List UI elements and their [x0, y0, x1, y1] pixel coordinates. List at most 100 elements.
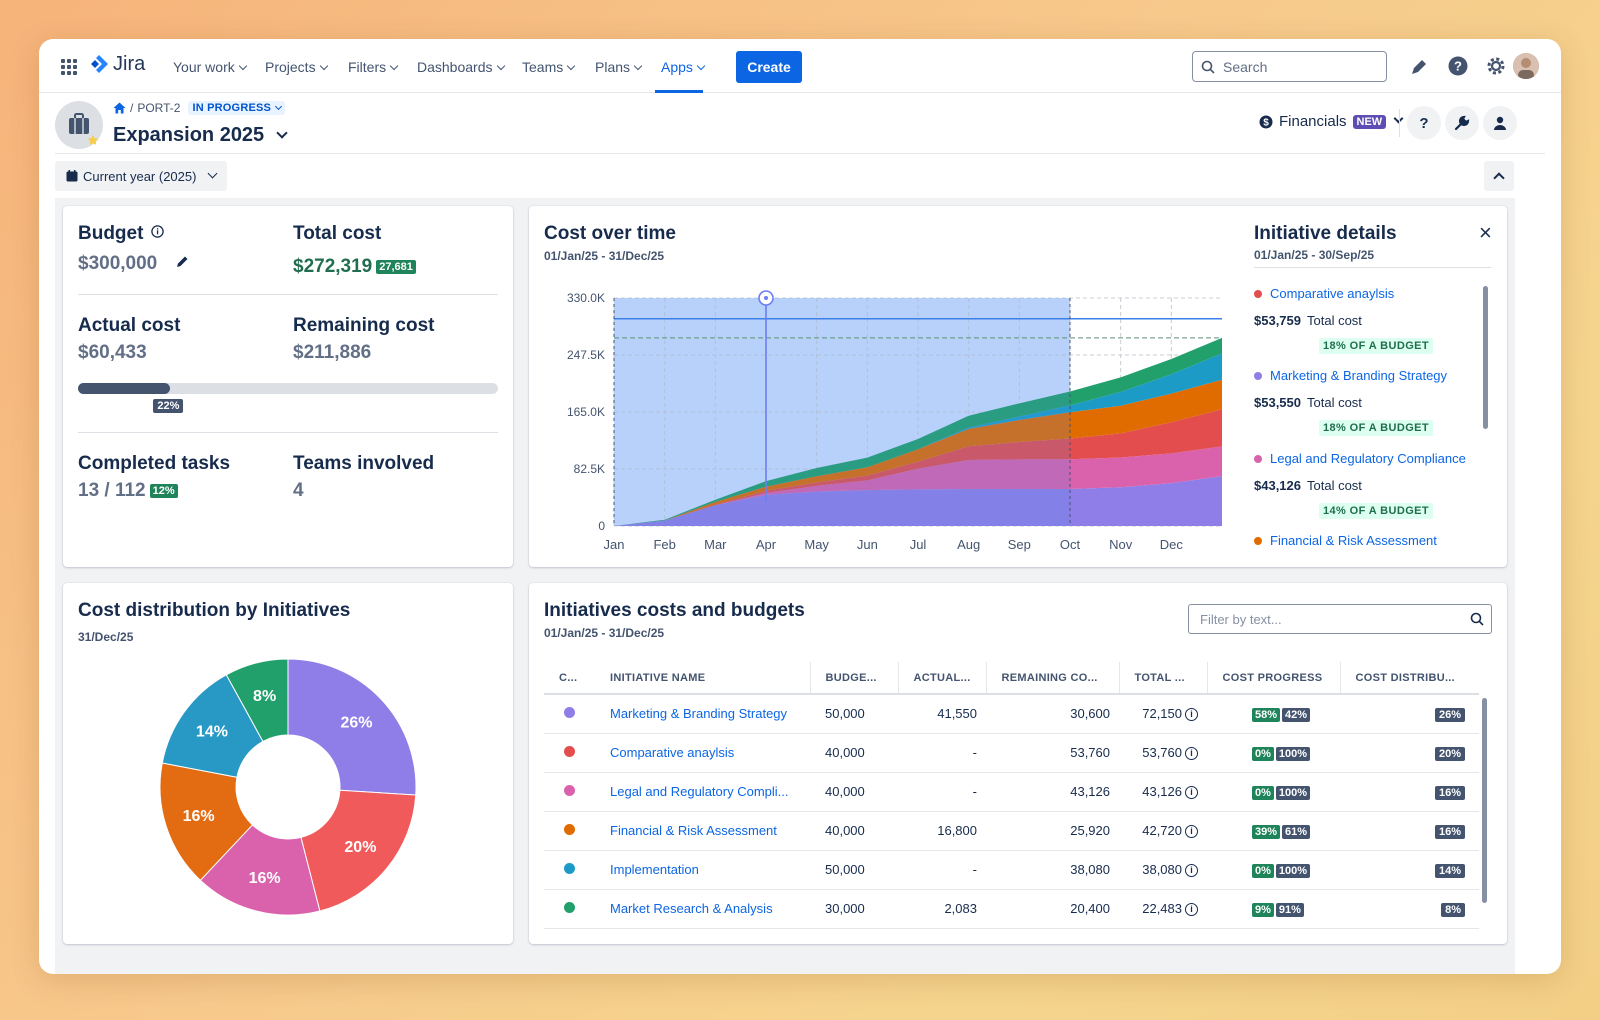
user-avatar[interactable] [1513, 53, 1539, 79]
total-value: 72,150 [1142, 706, 1182, 722]
project-key[interactable]: PORT-2 [137, 101, 181, 115]
donut-slice[interactable] [287, 658, 417, 796]
info-icon[interactable]: i [1185, 903, 1198, 917]
active-tab-indicator [655, 90, 703, 93]
nav-your-work[interactable]: Your work [173, 59, 247, 75]
chevron-down-icon [208, 168, 218, 178]
jira-logo[interactable]: Jira [89, 53, 145, 76]
detail-item-name[interactable]: Legal and Regulatory Compliance [1254, 451, 1466, 466]
table-row[interactable]: Legal and Regulatory Compli... 40,000-43,… [544, 772, 1479, 812]
x-tick-label: Sep [1008, 537, 1031, 552]
nav-label: Filters [348, 59, 387, 75]
col-budget[interactable]: BUDGE... [810, 662, 899, 695]
breadcrumb: / PORT-2 IN PROGRESS [113, 101, 286, 115]
initiative-link[interactable]: Implementation [610, 862, 699, 877]
info-icon[interactable] [150, 225, 164, 238]
cost-over-time-chart[interactable]: 0 82.5K 165.0K 247.5K 330.0K Jan Feb Mar Apr May J… [529, 274, 1229, 564]
search-input[interactable]: Search [1192, 51, 1387, 82]
donut-slice[interactable] [300, 789, 417, 912]
col-cost-distribution[interactable]: COST DISTRIBU... [1340, 662, 1479, 695]
total-cost-value: $272,319 27,681 [293, 256, 416, 278]
filter-text-input[interactable]: Filter by text... [1188, 604, 1492, 634]
total-value: 43,126 [1142, 783, 1182, 799]
search-icon [1470, 612, 1484, 626]
settings-gear-icon[interactable] [1485, 55, 1507, 77]
x-tick-label: Jul [910, 537, 927, 552]
detail-item-name[interactable]: Financial & Risk Assessment [1254, 533, 1437, 548]
col-remaining[interactable]: REMAINING CO... [986, 662, 1120, 695]
logo-text: Jira [113, 53, 146, 75]
nav-teams[interactable]: Teams [522, 59, 576, 75]
people-button[interactable] [1483, 106, 1517, 140]
budget-cell: 50,000 [810, 694, 898, 734]
nav-plans[interactable]: Plans [595, 59, 643, 75]
settings-wrench-button[interactable] [1445, 106, 1479, 140]
edit-pencil-icon[interactable] [175, 255, 189, 269]
initiative-link[interactable]: Legal and Regulatory Compli... [610, 784, 789, 799]
nav-apps[interactable]: Apps [661, 59, 706, 75]
distribution-badge: 20% [1434, 746, 1465, 761]
distribution-date: 31/Dec/25 [78, 630, 134, 644]
area-series[interactable] [614, 476, 1222, 526]
info-icon[interactable]: i [1185, 747, 1198, 761]
donut-slice-label: 20% [344, 839, 376, 856]
svg-text:?: ? [1454, 59, 1462, 74]
home-icon[interactable] [113, 102, 126, 114]
actual-cell: 41,550 [898, 694, 986, 734]
year-filter-dropdown[interactable]: Current year (2025) [55, 161, 227, 191]
info-icon[interactable]: i [1185, 825, 1198, 839]
initiative-link[interactable]: Financial & Risk Assessment [610, 823, 777, 838]
financials-switcher[interactable]: $ Financials NEW [1259, 113, 1404, 130]
col-initiative-name[interactable]: INITIATIVE NAME [596, 662, 811, 695]
donut-slice[interactable] [199, 824, 321, 916]
col-total[interactable]: TOTAL ... [1119, 662, 1208, 695]
progress-spent-badge: 0% [1252, 785, 1274, 800]
nav-filters[interactable]: Filters [348, 59, 399, 75]
table-header: C... INITIATIVE NAME BUDGE... ACTUAL... … [544, 662, 1479, 695]
col-color[interactable]: C... [544, 662, 596, 695]
table-row[interactable]: Marketing & Branding Strategy 50,000 41,55… [544, 694, 1479, 734]
app-switcher-icon[interactable] [61, 59, 77, 75]
project-avatar[interactable] [55, 101, 103, 149]
detail-item-name[interactable]: Marketing & Branding Strategy [1254, 368, 1447, 383]
initiative-color-dot [564, 902, 575, 913]
create-button[interactable]: Create [736, 51, 802, 83]
y-tick-label: 330.0K [567, 291, 605, 305]
donut-slice[interactable] [225, 658, 289, 743]
help-button[interactable]: ? [1407, 106, 1441, 140]
kpi-card: Budget $300,000 Total cost $272,319 27,68… [63, 206, 513, 567]
actual-cost-label: Actual cost [78, 315, 181, 336]
help-icon[interactable]: ? [1447, 55, 1469, 77]
close-icon[interactable]: × [1479, 220, 1492, 245]
table-row[interactable]: Market Research & Analysis 30,000 2,083 20,… [544, 889, 1479, 929]
info-icon[interactable]: i [1185, 864, 1198, 878]
detail-item-name[interactable]: Comparative anaylsis [1254, 286, 1394, 301]
initiative-link[interactable]: Market Research & Analysis [610, 901, 773, 916]
completed-tasks-text: 13 / 112 [78, 480, 146, 501]
initiative-link[interactable]: Marketing & Branding Strategy [610, 706, 788, 722]
financials-label: Financials [1279, 113, 1347, 130]
info-icon[interactable]: i [1185, 708, 1198, 722]
cost-distribution-donut-chart[interactable]: 26% 20% 16% 16% 14% 8% [63, 649, 513, 939]
nav-dashboards[interactable]: Dashboards [417, 59, 505, 75]
project-title[interactable]: Expansion 2025 [113, 124, 288, 147]
table-row[interactable]: Financial & Risk Assessment 40,000 16,800 2… [544, 811, 1479, 851]
info-icon[interactable]: i [1185, 786, 1198, 800]
notifications-icon[interactable] [1409, 55, 1431, 77]
collapse-button[interactable] [1484, 161, 1514, 191]
col-cost-progress[interactable]: COST PROGRESS [1207, 662, 1341, 695]
table-scrollbar[interactable] [1482, 698, 1487, 903]
remaining-cell: 20,400 [986, 889, 1119, 929]
area-series[interactable] [614, 409, 1222, 526]
nav-projects[interactable]: Projects [265, 59, 328, 75]
col-actual[interactable]: ACTUAL... [898, 662, 987, 695]
donut-slice[interactable] [159, 762, 254, 882]
table-row[interactable]: Implementation 50,000-38,080 38,080 i 0% 100%… [544, 850, 1479, 890]
progress-remaining-badge: 91% [1275, 902, 1304, 917]
wrench-icon [1454, 115, 1470, 131]
table-row[interactable]: Comparative anaylsis 40,000-53,760 53,760 i… [544, 733, 1479, 773]
initiative-link[interactable]: Comparative anaylsis [610, 745, 735, 760]
breadcrumb-separator: / [130, 101, 134, 115]
details-scrollbar[interactable] [1483, 286, 1488, 429]
status-badge[interactable]: IN PROGRESS [188, 101, 286, 115]
